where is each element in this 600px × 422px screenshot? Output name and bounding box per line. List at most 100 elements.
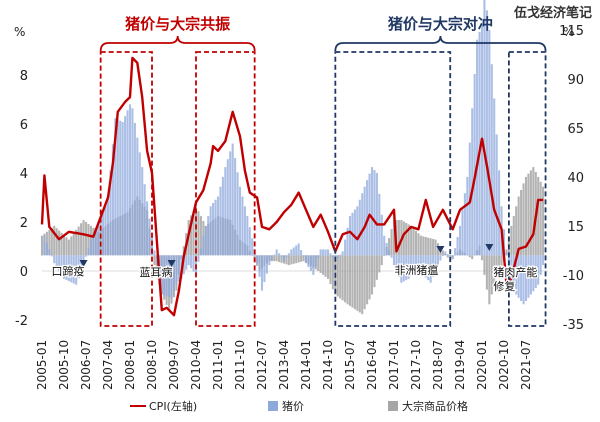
pork-bar: [280, 255, 283, 258]
pork-bar: [104, 203, 107, 256]
pork-bar: [165, 255, 168, 297]
pork-bar: [529, 255, 532, 295]
pork-bar: [324, 249, 327, 256]
commodity-bar: [471, 255, 474, 260]
pork-bar: [265, 255, 268, 274]
pork-bar: [287, 253, 290, 256]
commodity-bar: [322, 255, 325, 275]
commodity-bar: [70, 236, 73, 256]
pork-bar: [383, 235, 386, 256]
pork-bar: [109, 170, 112, 256]
commodity-bar: [432, 238, 435, 256]
pork-bar: [539, 255, 542, 275]
pork-bar: [77, 255, 80, 279]
commodity-bar: [319, 255, 322, 273]
pork-bar: [444, 251, 447, 256]
pork-bar: [432, 255, 435, 277]
pork-bar: [199, 248, 202, 256]
commodity-bar: [441, 250, 444, 256]
pork-bar: [204, 225, 207, 256]
commodity-bar: [539, 181, 542, 256]
commodity-bar: [302, 255, 305, 262]
pork-bar: [236, 172, 239, 256]
pork-bar: [89, 239, 92, 256]
pork-bar: [397, 255, 400, 277]
x-tick-label: 2014-10: [321, 340, 335, 390]
pork-bar: [339, 254, 342, 256]
pork-bar: [505, 252, 508, 256]
commodity-bar: [58, 230, 61, 256]
pork-bar: [510, 255, 513, 282]
pork-bar: [106, 196, 110, 256]
commodity-bar: [182, 246, 185, 256]
pork-bar: [136, 137, 139, 256]
commodity-bar: [366, 255, 369, 305]
commodity-bar: [412, 228, 415, 256]
watermark: 伍戈经济笔记: [513, 6, 592, 21]
pork-bar: [524, 255, 528, 302]
pork-bar: [43, 235, 46, 256]
x-tick-label: 2009-07: [167, 340, 181, 390]
legend-cpi: CPI(左轴): [130, 398, 197, 414]
x-tick-label: 2006-07: [79, 340, 93, 390]
commodity-bar: [410, 225, 413, 256]
pork-bar: [395, 255, 398, 271]
pork-bar: [322, 249, 325, 256]
commodity-bar: [529, 170, 532, 256]
commodity-bar: [278, 255, 281, 262]
pork-bar: [155, 255, 158, 266]
pork-bar: [309, 255, 312, 271]
commodity-bar: [190, 215, 193, 256]
pork-bar: [434, 255, 437, 271]
pork-bar: [241, 196, 244, 256]
pork-bar: [329, 253, 332, 256]
pork-bar: [141, 167, 144, 256]
x-tick-label: 2008-01: [123, 340, 137, 390]
pork-bar: [502, 229, 506, 256]
pork-bar: [344, 239, 347, 256]
pork-bar: [224, 167, 227, 256]
commodity-bar: [414, 230, 418, 256]
pork-bar: [114, 118, 117, 256]
commodity-bar: [290, 255, 293, 265]
pork-bar: [317, 255, 320, 258]
commodity-bar: [53, 225, 56, 256]
region-co-1: [99, 51, 153, 327]
commodity-bar: [346, 255, 349, 305]
pork-bar: [358, 199, 361, 256]
left-tick-label: -2: [15, 314, 28, 329]
left-axis-unit: %: [14, 25, 25, 39]
commodity-bar: [48, 229, 51, 256]
pork-bar: [102, 209, 105, 256]
pork-bar: [417, 255, 420, 271]
brace-hedge: [334, 35, 547, 52]
left-tick-label: 0: [20, 265, 28, 280]
commodity-bar: [339, 255, 342, 299]
pork-bar: [407, 255, 410, 279]
pork-bar: [126, 110, 129, 256]
pork-bar: [493, 98, 496, 256]
pork-bar: [439, 255, 442, 261]
pork-bar: [214, 199, 217, 256]
pork-bar: [388, 250, 391, 256]
pork-bar: [461, 209, 464, 256]
pork-bar: [463, 193, 466, 256]
commodity-bar: [295, 255, 298, 264]
pork-bar: [146, 201, 149, 256]
pork-bar: [282, 255, 286, 262]
region-hedge-2: [507, 51, 547, 327]
commodity-bar: [285, 255, 288, 265]
commodity-bar: [407, 224, 410, 256]
commodity-bar: [485, 255, 488, 290]
right-axis-unit: %: [563, 25, 574, 39]
commodity-bar: [375, 255, 378, 280]
pork-bar: [363, 186, 366, 256]
pork-bar: [466, 176, 469, 256]
pork-bar: [304, 255, 308, 264]
pork-bar: [175, 255, 178, 285]
pork-bar: [209, 206, 212, 256]
pork-bar: [292, 247, 295, 256]
pork-bar: [60, 255, 63, 275]
pork-bar: [192, 255, 195, 272]
